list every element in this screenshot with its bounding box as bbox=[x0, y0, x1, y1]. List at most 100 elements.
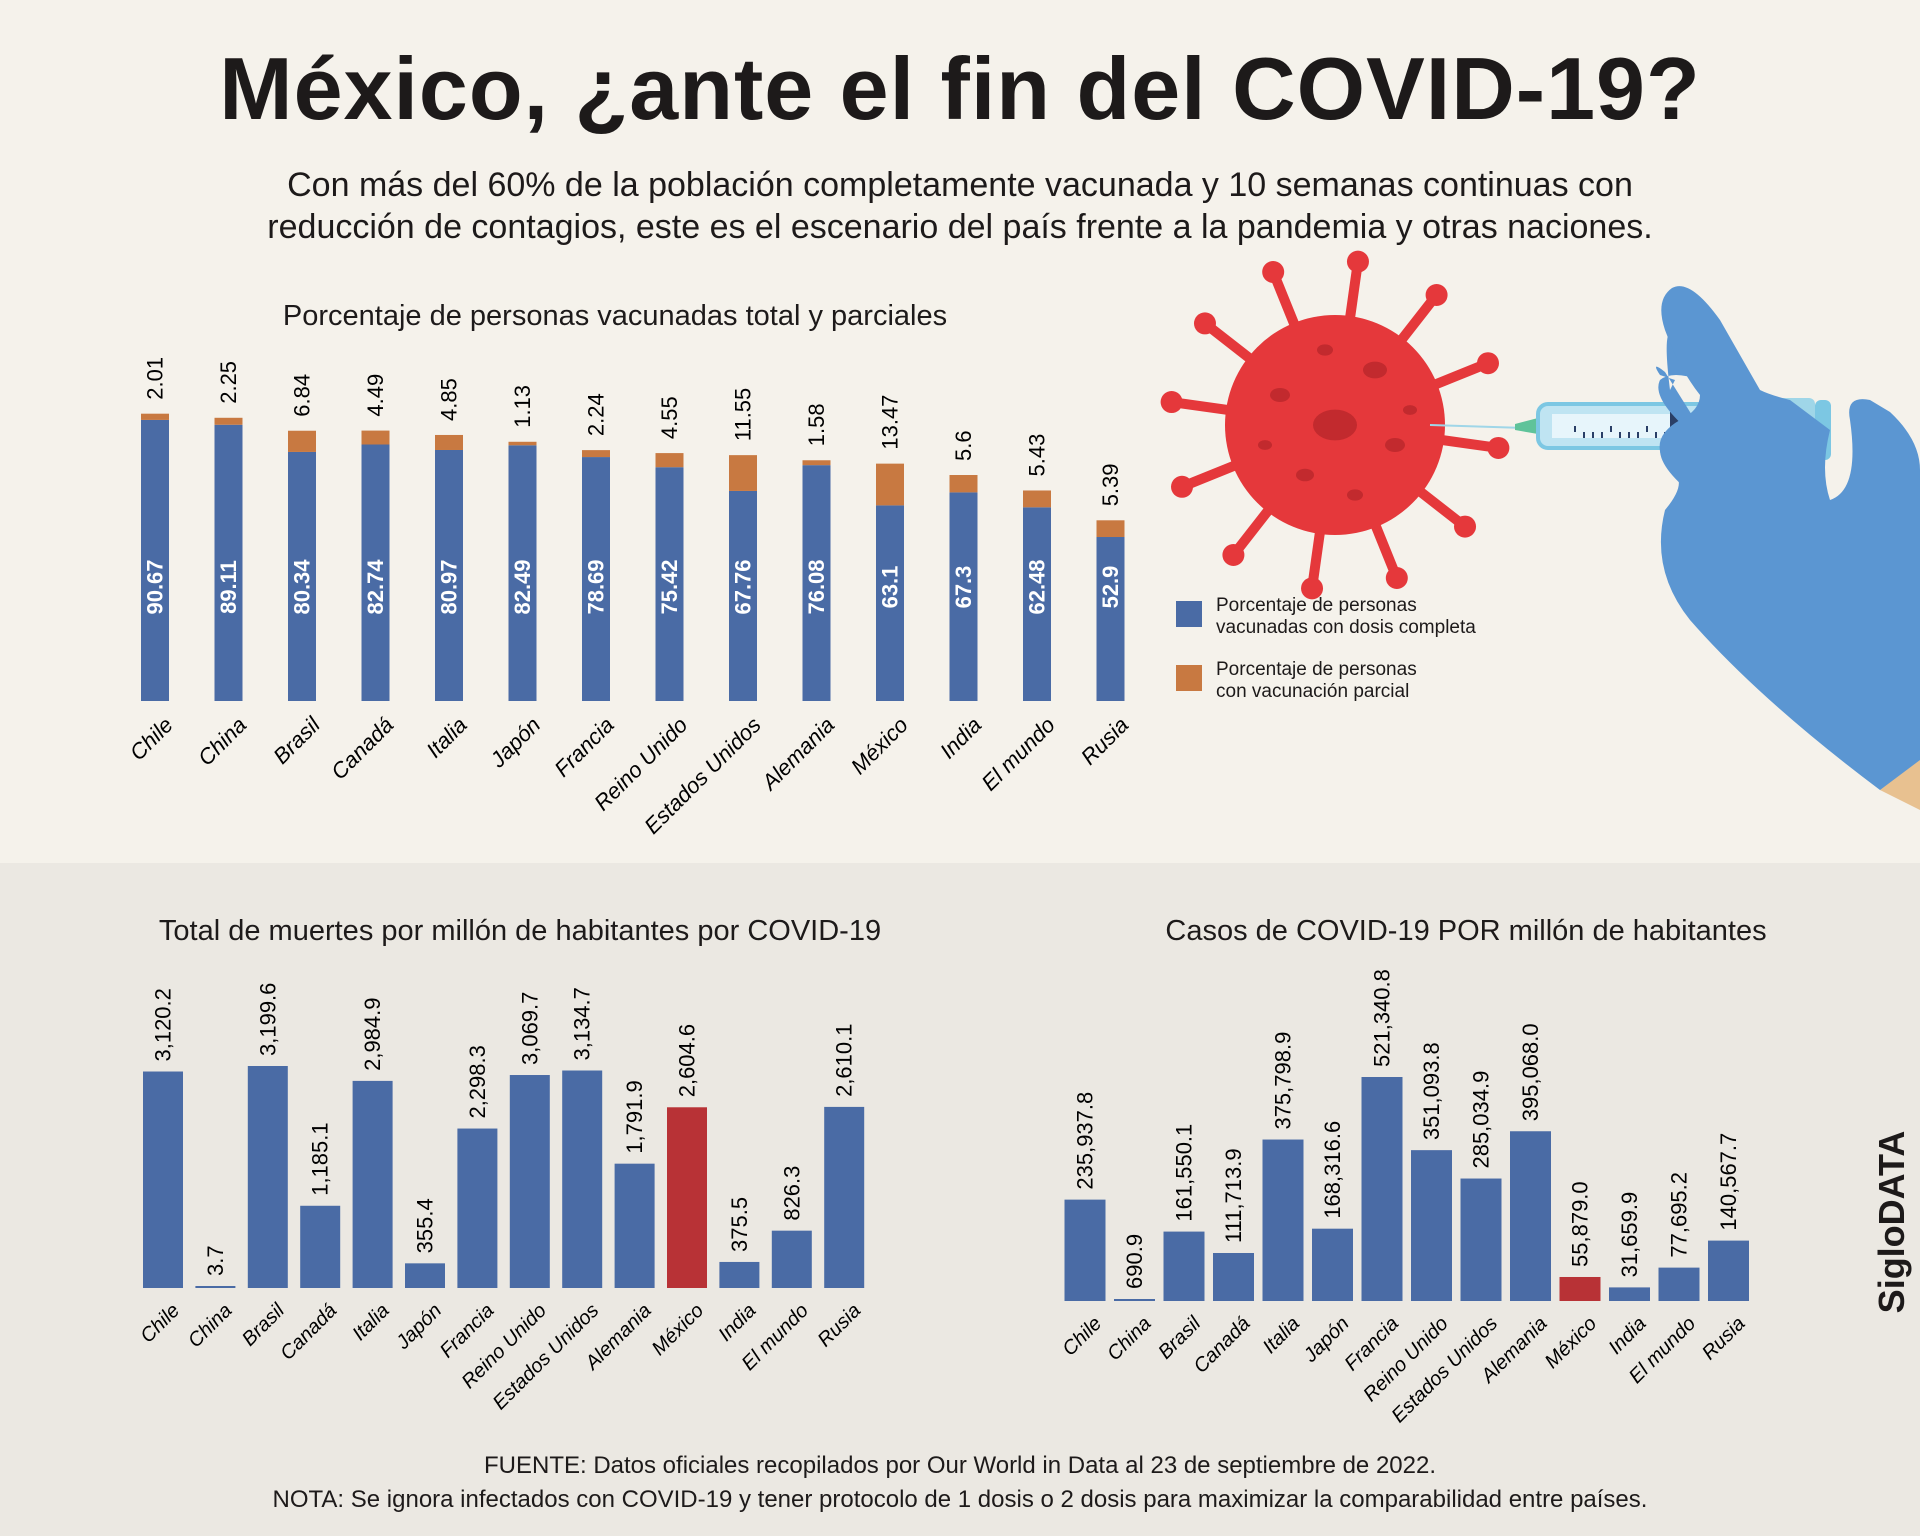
value-label: 31,659.9 bbox=[1617, 1192, 1642, 1278]
value-label-partial: 4.49 bbox=[363, 374, 388, 417]
value-label-partial: 5.6 bbox=[951, 430, 976, 461]
virus-spike-tip bbox=[1262, 261, 1285, 284]
value-label: 2,610.1 bbox=[832, 1023, 857, 1096]
bar-Japón bbox=[1312, 1228, 1353, 1301]
category-label: Rusia bbox=[1076, 712, 1133, 769]
value-label: 351,093.8 bbox=[1419, 1042, 1444, 1140]
value-label-full: 82.49 bbox=[510, 559, 535, 614]
category-label: Japón bbox=[485, 712, 546, 773]
bar-partial-Francia bbox=[582, 450, 610, 458]
value-label-full: 52.9 bbox=[1098, 566, 1123, 609]
category-label: India bbox=[714, 1300, 760, 1346]
value-label: 826.3 bbox=[779, 1166, 804, 1221]
bar-Canadá bbox=[1213, 1253, 1254, 1301]
legend-item-full: Porcentaje de personas vacunadas con dosi… bbox=[1176, 595, 1536, 639]
page-title: México, ¿ante el fin del COVID-19? bbox=[219, 39, 1701, 138]
virus-spot bbox=[1385, 438, 1405, 452]
value-label-partial: 1.58 bbox=[804, 403, 829, 446]
bar-full-Japón bbox=[508, 445, 537, 701]
value-label-partial: 11.55 bbox=[731, 388, 756, 441]
value-label-full: 67.3 bbox=[951, 566, 976, 609]
value-label: 395,068.0 bbox=[1518, 1023, 1543, 1121]
cases-chart-title: Casos de COVID-19 POR millón de habitant… bbox=[1165, 915, 1767, 947]
vaccination-chart: 90.67 2.01 89.11 2.25 80.34 6.84 82.74 4.49 80.9… bbox=[125, 357, 1134, 839]
virus-spike-tip bbox=[1193, 312, 1216, 335]
value-label-full: 89.11 bbox=[216, 560, 241, 614]
bar-partial-Brasil bbox=[288, 430, 316, 452]
bar-full-Chile bbox=[141, 419, 169, 701]
bar-India bbox=[719, 1261, 760, 1288]
bar-full-Francia bbox=[582, 457, 610, 701]
value-label: 235,937.8 bbox=[1073, 1092, 1098, 1190]
deaths-chart-title: Total de muertes por millón de habitante… bbox=[158, 915, 882, 947]
bottom-section-background bbox=[0, 863, 1920, 1536]
value-label: 690.9 bbox=[1122, 1234, 1147, 1289]
value-label-full: 78.69 bbox=[584, 559, 609, 614]
legend-swatch-partial bbox=[1176, 665, 1202, 691]
category-label: Canadá bbox=[276, 1300, 341, 1365]
bar-Chile bbox=[143, 1071, 183, 1288]
category-label: Italia bbox=[421, 712, 472, 763]
bar-Reino Unido bbox=[509, 1075, 550, 1288]
subtitle-line-1: Con más del 60% de la población completa… bbox=[287, 166, 1633, 204]
value-label: 3.7 bbox=[203, 1245, 228, 1276]
bar-China bbox=[195, 1286, 236, 1288]
category-label: Francia bbox=[549, 712, 619, 782]
category-label: India bbox=[935, 712, 986, 763]
virus-spot bbox=[1313, 409, 1357, 441]
virus-spike-tip bbox=[1385, 566, 1408, 589]
value-label-full: 82.74 bbox=[363, 559, 388, 615]
bar-full-China bbox=[214, 424, 243, 701]
value-label: 2,984.9 bbox=[360, 997, 385, 1070]
value-label: 375.5 bbox=[727, 1197, 752, 1252]
category-label: Italia bbox=[1259, 1313, 1304, 1358]
category-label: China bbox=[1103, 1313, 1156, 1366]
value-label-partial: 2.01 bbox=[143, 357, 168, 400]
bar-partial-Rusia bbox=[1096, 520, 1125, 538]
value-label: 3,199.6 bbox=[255, 983, 280, 1056]
value-label: 3,120.2 bbox=[151, 988, 176, 1061]
value-label: 55,879.0 bbox=[1568, 1181, 1593, 1267]
bar-Brasil bbox=[1163, 1231, 1205, 1301]
virus-spike-tip bbox=[1171, 475, 1194, 498]
vaccination-chart-title: Porcentaje de personas vacunadas total y… bbox=[282, 300, 948, 332]
category-label: Rusia bbox=[1698, 1313, 1750, 1365]
cases-chart: 235,937.8 690.9 161,550.1 111,713.9 375,798.… bbox=[1058, 969, 1749, 1427]
virus-spot bbox=[1363, 361, 1387, 379]
category-label: El mundo bbox=[976, 712, 1059, 795]
bar-partial-México bbox=[876, 463, 904, 506]
virus-spot bbox=[1270, 388, 1290, 402]
virus-icon bbox=[1160, 250, 1510, 600]
value-label: 111,713.9 bbox=[1221, 1148, 1246, 1243]
category-label: Chile bbox=[1058, 1313, 1106, 1361]
category-label: China bbox=[193, 712, 251, 770]
gloved-hand-icon bbox=[1656, 286, 1920, 810]
legend-label-partial-1: Porcentaje de personas bbox=[1216, 659, 1417, 680]
value-label-partial: 2.24 bbox=[584, 393, 609, 436]
value-label-full: 63.1 bbox=[878, 566, 903, 609]
bar-El mundo bbox=[771, 1230, 812, 1288]
legend-label-full-2: vacunadas con dosis completa bbox=[1216, 617, 1476, 638]
category-label: México bbox=[1541, 1313, 1601, 1373]
bar-El mundo bbox=[1658, 1267, 1700, 1301]
value-label-full: 80.97 bbox=[437, 559, 462, 614]
category-label: Chile bbox=[125, 712, 178, 765]
bar-Francia bbox=[1361, 1077, 1403, 1301]
value-label-full: 76.08 bbox=[804, 559, 829, 614]
bar-Rusia bbox=[824, 1106, 865, 1288]
bar-Reino Unido bbox=[1411, 1150, 1452, 1301]
footer-note: NOTA: Se ignora infectados con COVID-19 … bbox=[272, 1486, 1648, 1513]
virus-spot bbox=[1258, 440, 1272, 450]
value-label: 521,340.8 bbox=[1370, 969, 1395, 1067]
category-label: México bbox=[648, 1300, 708, 1360]
category-label: Brasil bbox=[268, 711, 325, 768]
virus-spike-tip bbox=[1476, 352, 1499, 375]
value-label-partial: 2.25 bbox=[216, 361, 241, 404]
bar-partial-El mundo bbox=[1023, 490, 1051, 508]
bar-India bbox=[1609, 1287, 1650, 1301]
bar-partial-Estados Unidos bbox=[729, 455, 757, 491]
value-label: 355.4 bbox=[413, 1198, 438, 1253]
value-label: 2,604.6 bbox=[675, 1024, 700, 1097]
bar-full-Reino Unido bbox=[655, 467, 684, 701]
category-label: China bbox=[184, 1300, 237, 1353]
